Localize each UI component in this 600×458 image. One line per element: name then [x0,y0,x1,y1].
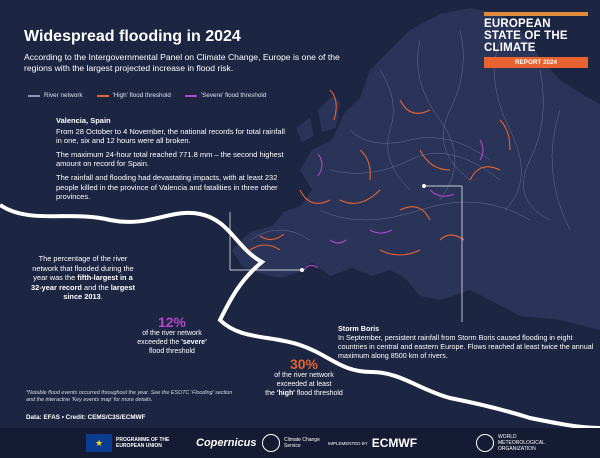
legend-label: 'Severe' flood threshold [200,92,267,99]
climate-service-label: Climate Change Service [284,437,320,449]
legend-swatch [96,94,109,97]
logo-line-2: STATE OF THE [484,30,568,42]
stat-high-line-1: of the river network [274,372,334,379]
record-note-bold-1: fifth-largest in a 32-year record [31,273,133,292]
valencia-paragraph-1: From 28 October to 4 November, the natio… [56,126,285,146]
logo-line-1: EUROPEAN [484,18,551,30]
stat-high-value: 30% [289,356,319,372]
record-note: The percentage of the river network that… [28,254,138,302]
copernicus-label: Copernicus [196,437,257,449]
logo-stripe [484,12,588,16]
valencia-paragraph-3: The rainfall and flooding had devastatin… [56,172,278,202]
legend-swatch [28,94,40,97]
page-title: Widespread flooding in 2024 [24,28,241,45]
stat-severe-line-1: of the river network [142,330,202,337]
stat-high-line-3: the 'high' flood threshold [265,389,343,397]
record-note-text: The percentage of the river network that… [32,254,134,282]
ecmwf-label: ECMWF [371,436,418,450]
data-credit: Data: EFAS • Credit: CEMS/C3S/ECMWF [26,414,146,421]
logo-report-badge: REPORT 2024 [484,57,588,68]
record-note-end: . [100,292,103,301]
wmo-label: WORLD METEOROLOGICAL ORGANIZATION [498,434,545,452]
wmo-icon [476,434,494,452]
footnote: *Notable flood events occurred throughou… [26,390,233,403]
legend-item-high: 'High' flood threshold [96,92,171,99]
eu-programme-logo: ★ PROGRAMME OF THE EUROPEAN UNION [86,433,186,453]
eu-programme-label: PROGRAMME OF THE EUROPEAN UNION [116,437,170,449]
valencia-heading: Valencia, Spain [56,116,111,125]
climate-service-icon [262,434,280,452]
legend-label: River network [44,92,83,99]
valencia-paragraph-2: The maximum 24-hour total reached 771.8 … [56,149,284,169]
infographic: Widespread flooding in 2024 According to… [0,8,600,428]
storm-boris-callout: Storm Boris In September, persistent rai… [338,324,594,360]
footer-logos: ★ PROGRAMME OF THE EUROPEAN UNION Copern… [0,428,600,458]
legend-item-river: River network [28,92,83,99]
boris-text: In September, persistent rainfall from S… [338,333,594,360]
record-note-bold-2: largest since 2013 [63,282,135,302]
copernicus-logo: Copernicus [196,433,257,453]
stat-high: 30% of the river network exceeded at lea… [244,356,364,398]
legend-item-severe: 'Severe' flood threshold [184,92,267,99]
esotc-logo: EUROPEAN STATE OF THE CLIMATE REPORT 202… [484,12,588,68]
boris-heading: Storm Boris [338,324,380,333]
stat-severe-line-3: flood threshold [149,347,195,355]
stat-severe-value: 12% [157,314,187,330]
climate-service-logo: Climate Change Service [262,433,320,453]
map-legend: River network 'High' flood threshold 'Se… [28,92,280,99]
ecmwf-logo: IMPLEMENTED BY ECMWF [328,433,417,453]
wmo-logo: WORLD METEOROLOGICAL ORGANIZATION [476,433,562,453]
legend-label: 'High' flood threshold [112,92,171,99]
stat-severe-line-2: exceeded the 'severe' [137,338,207,346]
valencia-callout: Valencia, Spain From 28 October to 4 Nov… [56,116,292,206]
intro-text: According to the Intergovernmental Panel… [24,52,340,73]
legend-swatch [184,94,197,97]
stat-high-line-2: exceeded at least [276,380,332,388]
stat-severe: 12% of the river network exceeded the 's… [112,314,232,356]
eu-flag-icon: ★ [86,434,112,452]
logo-line-3: CLIMATE [484,42,536,54]
europe-river-map [0,8,600,428]
implemented-by-label: IMPLEMENTED BY [328,440,368,446]
record-note-mid: and the [84,282,109,292]
